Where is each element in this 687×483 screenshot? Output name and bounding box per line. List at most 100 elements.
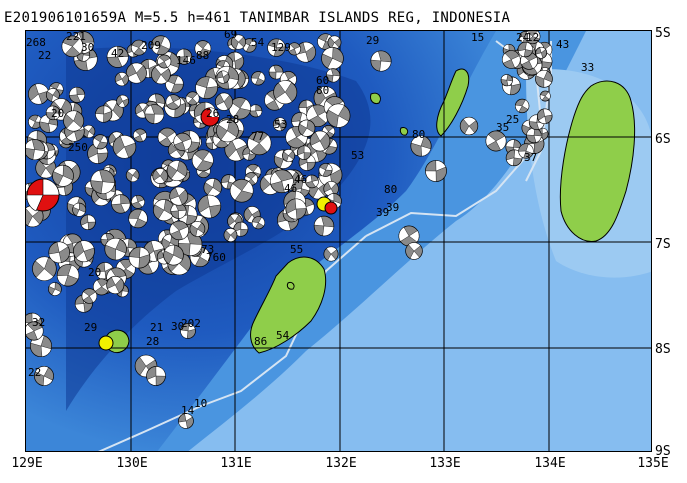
beachball — [73, 240, 95, 263]
beachball — [112, 135, 137, 159]
depth-label: 22 — [28, 366, 41, 379]
beachball — [185, 91, 200, 106]
depth-label: 32 — [32, 316, 45, 329]
depth-label: 250 — [68, 141, 88, 154]
beachball — [111, 194, 131, 214]
beachball — [398, 225, 420, 247]
lat-label-9s: 9S — [655, 444, 671, 459]
beachball — [327, 35, 342, 50]
beachball — [313, 215, 335, 237]
beachball — [326, 103, 351, 128]
babar-yellow-beachball — [98, 335, 114, 351]
beachball — [216, 119, 239, 143]
map-frame: 268 221 22 30 42 209 146 88 69 54 129 28 20 250 77 53 80… — [25, 30, 652, 452]
depth-label: 26 — [206, 107, 219, 120]
beachball — [223, 228, 238, 242]
beachball — [285, 198, 307, 220]
beachball — [144, 104, 165, 124]
beachball — [282, 149, 296, 163]
beachball — [106, 276, 125, 295]
depth-label: 14 — [181, 404, 195, 417]
land-masses — [104, 68, 636, 354]
lat-label-6s: 6S — [655, 132, 671, 147]
depth-label: 46 — [284, 182, 297, 195]
beachball — [166, 160, 188, 182]
beachball — [125, 62, 147, 84]
beachball — [273, 80, 298, 105]
beachball — [128, 246, 151, 269]
beachball — [173, 132, 192, 152]
beachball — [169, 186, 189, 206]
beachball — [536, 108, 553, 125]
beachball — [298, 119, 316, 137]
beachball — [104, 237, 127, 261]
depth-label: 86 — [254, 335, 267, 348]
beachball — [318, 163, 333, 177]
beachball — [191, 149, 214, 172]
beachball — [247, 131, 272, 156]
depth-label: 80 — [412, 128, 425, 141]
beachball — [150, 35, 171, 56]
beachball — [405, 242, 423, 260]
beachball — [203, 178, 223, 197]
small-island-3 — [286, 282, 295, 290]
beachball — [26, 321, 44, 341]
beachball — [505, 149, 523, 167]
beachball — [163, 244, 184, 266]
beachball — [321, 47, 344, 70]
beachball — [170, 202, 187, 219]
beachball — [539, 90, 551, 102]
depth-label: 10 — [194, 397, 207, 410]
beachball — [514, 98, 530, 114]
beachball — [268, 64, 284, 80]
yamdena-island — [250, 256, 327, 354]
beachball — [287, 42, 301, 56]
beachball — [125, 168, 140, 183]
aru-islands — [559, 80, 636, 242]
depth-label: 29 — [366, 34, 379, 47]
depth-label: 30 — [81, 41, 94, 54]
beachball — [524, 31, 541, 45]
depth-label: 80 — [316, 84, 329, 97]
depth-label: 129 — [271, 41, 291, 54]
beachball — [27, 83, 50, 105]
beachball — [63, 110, 85, 132]
kai-island — [436, 68, 470, 137]
map-title: E201906101659A M=5.5 h=461 TANIMBAR ISLA… — [4, 10, 511, 26]
beachball — [295, 41, 317, 63]
beachball — [29, 334, 53, 358]
depth-label: 28 — [146, 335, 159, 348]
beachball — [501, 50, 521, 69]
depth-label: 25 — [506, 113, 519, 126]
lat-label-8s: 8S — [655, 342, 671, 357]
beachball — [228, 97, 252, 120]
beachball — [526, 127, 542, 144]
lon-label-129e: 129E — [11, 456, 43, 471]
beachball — [535, 46, 548, 59]
beachball — [56, 264, 80, 287]
beachball — [92, 134, 108, 150]
small-island-1 — [370, 92, 381, 104]
beachball — [131, 39, 147, 56]
beachball — [26, 139, 46, 161]
lon-label-135e: 135E — [637, 456, 669, 471]
beachball — [272, 117, 287, 132]
beachball — [61, 35, 84, 58]
beachball — [45, 88, 60, 102]
depth-label: 28 — [226, 113, 239, 126]
depth-label: 221 — [66, 31, 86, 43]
beachball — [197, 194, 222, 219]
depth-label: 43 — [556, 38, 569, 51]
beachball — [178, 413, 194, 429]
beachball — [269, 169, 294, 194]
beachball — [169, 220, 189, 241]
beachball — [106, 45, 129, 68]
beachball — [69, 86, 86, 103]
depth-label: 69 — [224, 31, 237, 41]
beachball — [459, 116, 479, 136]
depth-label: 53 — [351, 149, 364, 162]
beachball — [48, 241, 71, 264]
target-mechanisms — [26, 107, 338, 351]
depth-label: 54 — [251, 36, 265, 49]
